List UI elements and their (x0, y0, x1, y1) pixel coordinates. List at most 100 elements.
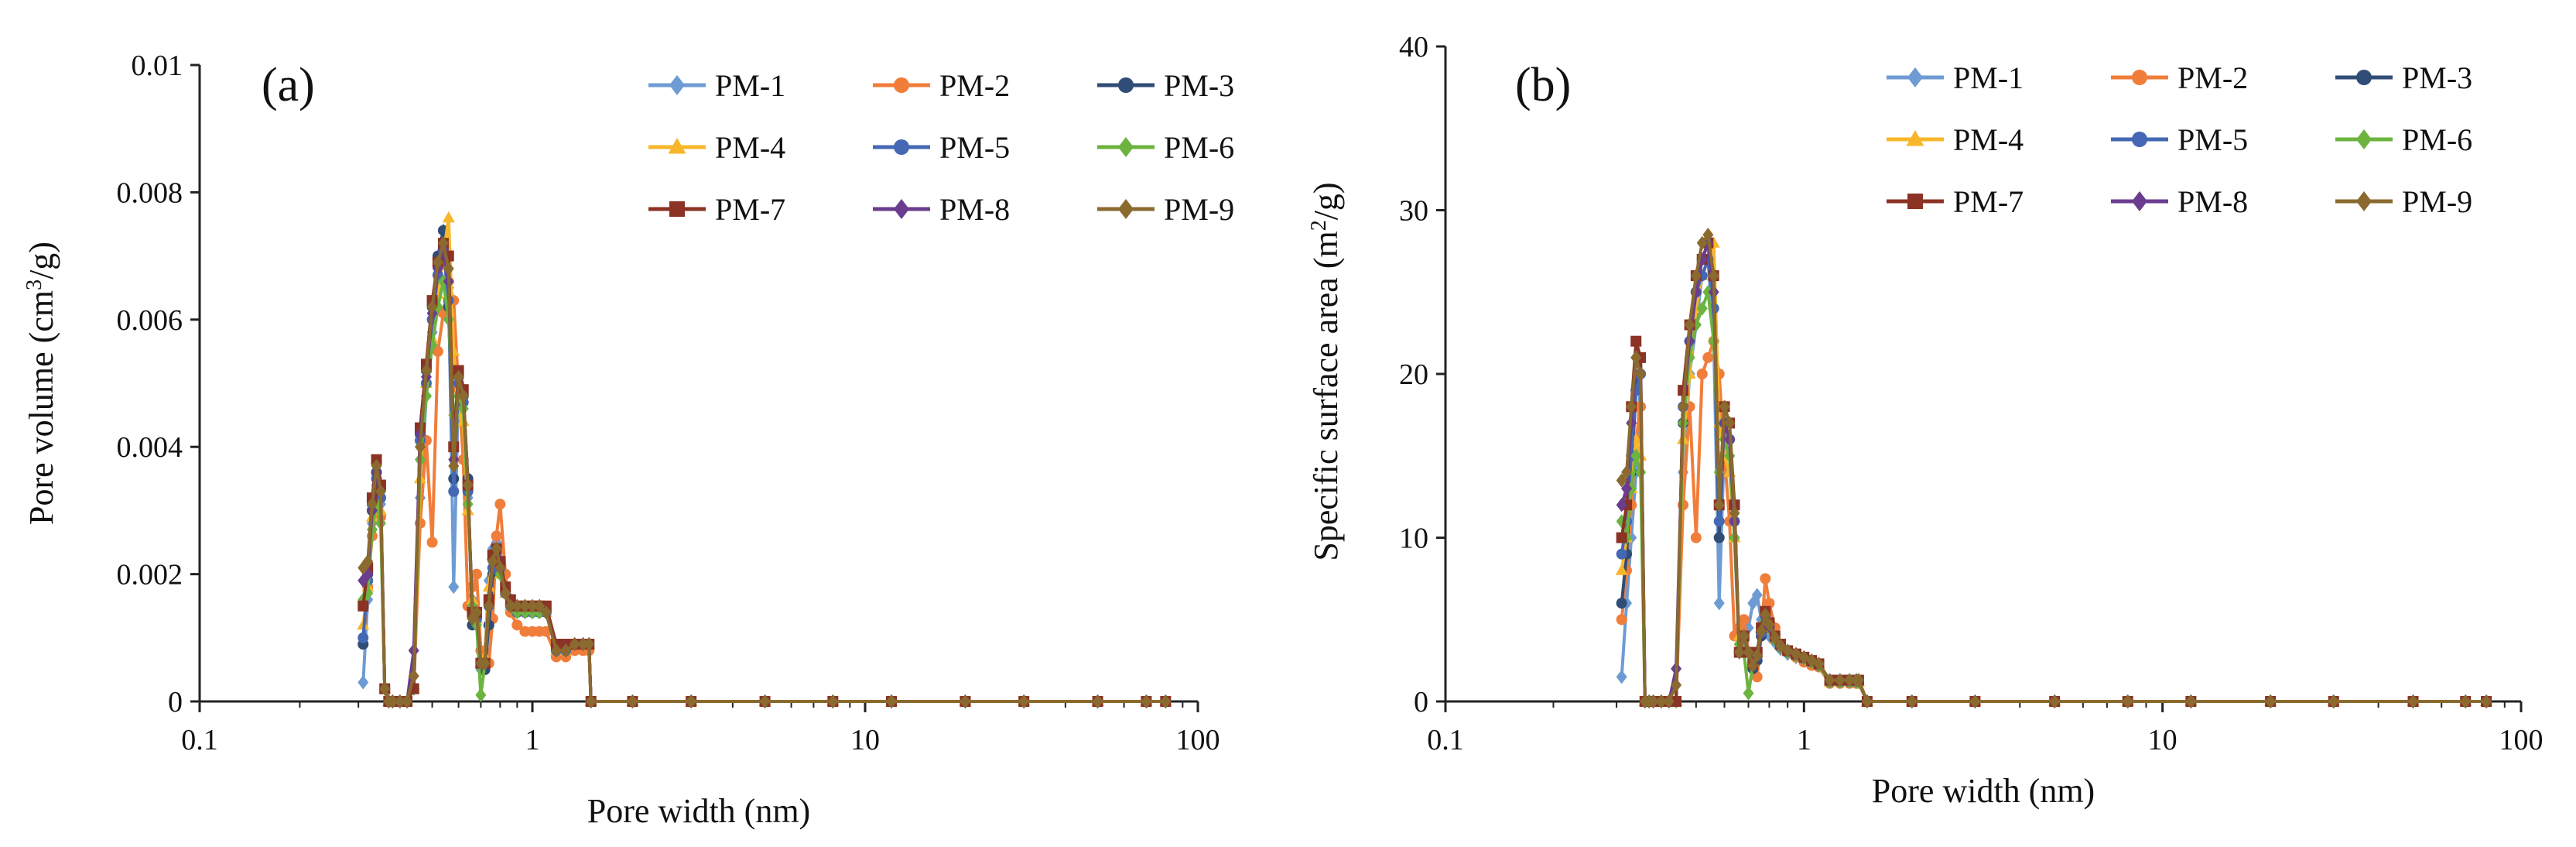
legend-label: PM-1 (715, 68, 785, 103)
legend-swatch-marker (668, 138, 686, 154)
panel-b-point-pm-2 (1702, 351, 1714, 363)
panel-b-point-pm-9 (2407, 694, 2419, 709)
panel-a-point-pm-9 (686, 694, 697, 709)
panel-b-point-pm-9 (2265, 694, 2277, 709)
legend-swatch-marker (1118, 199, 1134, 219)
panel-a-point-pm-2 (432, 345, 443, 357)
panel-a-legend-item-pm-4: PM-4 (648, 130, 785, 165)
panel-a-point-pm-9 (585, 694, 597, 709)
panel-b-line-pm-5 (1620, 257, 2487, 703)
legend-swatch-marker (2356, 70, 2372, 85)
panel-b-y-tick-label: 20 (1399, 358, 1428, 391)
panel-b-x-tick-label: 0.1 (1427, 724, 1464, 756)
panel-b-point-pm-9 (1969, 694, 1981, 709)
panel-a-point-pm-9 (420, 363, 432, 378)
panel-a-line-pm-5 (361, 248, 1166, 703)
panel-a-point-pm-9 (519, 598, 531, 613)
legend-label: PM-3 (1164, 68, 1234, 103)
panel-b-point-pm-1 (1751, 588, 1763, 602)
panel-b-point-pm-6 (1702, 285, 1714, 300)
panel-b-y-title: Specific surface area (m2/g) (1307, 182, 1346, 561)
legend-swatch-marker (2132, 191, 2147, 211)
panel-b-point-pm-9 (2328, 694, 2339, 709)
panel-a-point-pm-9 (394, 694, 405, 709)
panel-a-x-tick-label: 1 (525, 724, 540, 756)
panel-b-point-pm-9 (1684, 317, 1695, 332)
panel-b-point-pm-2 (1751, 671, 1763, 683)
panel-b-point-pm-9 (2460, 694, 2472, 709)
panel-b-point-pm-6 (1696, 301, 1708, 316)
panel-b-point-pm-9 (1861, 694, 1873, 709)
panel-b-line-pm-9 (1620, 233, 2487, 703)
panel-a-point-pm-9 (627, 694, 638, 709)
panel-b-point-pm-9 (2185, 694, 2197, 709)
panel-b-legend-item-pm-9: PM-9 (2335, 184, 2472, 219)
panel-b-point-pm-9 (2481, 694, 2492, 709)
panel-b-point-pm-9 (1713, 498, 1725, 513)
panel-a-line-pm-2 (361, 279, 1166, 703)
legend-swatch-marker (2356, 129, 2372, 149)
panel-b-point-pm-9 (1834, 673, 1846, 688)
panel-b-point-pm-9 (1791, 646, 1802, 661)
legend-swatch-marker (1118, 77, 1134, 93)
panel-b-legend-item-pm-6: PM-6 (2335, 122, 2472, 157)
legend-label: PM-5 (2177, 122, 2248, 157)
panel-b-x-tick-label: 10 (2148, 724, 2177, 756)
panel-a-point-pm-9 (437, 236, 449, 251)
panel-b-legend: PM-1 PM-2 PM-3 PM-4 PM-5 PM-6 PM-7 PM-8 PM-9 (1887, 60, 2472, 219)
panel-a-point-pm-9 (483, 598, 494, 613)
panel-b-point-pm-9 (1678, 399, 1689, 414)
panel-b-point-pm-2 (1738, 614, 1750, 626)
panel-a-point-pm-1 (448, 579, 460, 595)
panel-b-point-pm-9 (1729, 506, 1740, 520)
panel-a-point-pm-8 (357, 573, 369, 588)
panel-a-point-pm-2 (494, 499, 506, 510)
panel-a-point-pm-1 (357, 675, 369, 690)
panel-a-line-pm-8 (361, 248, 1166, 703)
panel-b-point-pm-5 (1616, 548, 1627, 560)
panel-b-point-pm-9 (1724, 416, 1736, 430)
panel-b-point-pm-5 (1713, 516, 1725, 527)
panel-a-point-pm-9 (414, 440, 426, 454)
panel-a-point-pm-9 (457, 389, 469, 403)
panel-a-point-pm-9 (505, 598, 516, 613)
legend-label: PM-3 (2402, 60, 2472, 95)
panel-a-y-tick-label: 0.008 (117, 177, 183, 209)
panel-b-point-pm-9 (1756, 623, 1767, 639)
legend-swatch-marker (1906, 130, 1924, 146)
legend-label: PM-8 (2177, 184, 2248, 219)
panel-b-point-pm-9 (1626, 399, 1637, 414)
panel-b-point-pm-9 (1621, 465, 1633, 479)
panel-b-point-pm-9 (1671, 677, 1682, 692)
legend-swatch-marker (894, 199, 909, 219)
panel-a-point-pm-9 (1092, 694, 1103, 709)
panel-a-series-pm-9 (357, 236, 1172, 709)
panel-b-series-pm-9 (1616, 228, 2492, 709)
panel-b-line-pm-3 (1620, 241, 2487, 703)
legend-label: PM-6 (2402, 122, 2472, 157)
panel-a-y-tick-label: 0.01 (132, 50, 183, 82)
panel-a-point-pm-9 (366, 497, 378, 512)
panel-b-point-pm-1 (1616, 670, 1627, 684)
panel-b-label: (b) (1515, 59, 1571, 111)
panel-a-point-pm-9 (453, 369, 464, 384)
panel-a-point-pm-9 (1160, 694, 1172, 709)
panel-a-point-pm-9 (408, 669, 419, 684)
legend-swatch-marker (2132, 132, 2147, 147)
panel-a-point-pm-9 (479, 656, 491, 670)
panel-b-y-tick-label: 30 (1399, 195, 1428, 228)
panel-b-point-pm-2 (1690, 532, 1702, 544)
panel-a-point-pm-9 (827, 694, 839, 709)
panel-b-point-pm-9 (1751, 648, 1763, 663)
panel-b-point-pm-9 (1844, 673, 1856, 688)
panel-a-point-pm-9 (759, 694, 771, 709)
legend-swatch-marker (894, 77, 909, 93)
panel-a-point-pm-9 (432, 255, 443, 269)
panel-b-x-title: Pore width (nm) (1872, 772, 2095, 810)
panel-a-point-pm-2 (491, 530, 502, 542)
panel-b-legend-item-pm-8: PM-8 (2111, 184, 2248, 219)
panel-a-point-pm-9 (467, 612, 478, 626)
panel-a-point-pm-9 (527, 598, 538, 613)
panel-a-line-pm-7 (361, 242, 1166, 703)
panel-b-point-pm-9 (1774, 638, 1786, 653)
